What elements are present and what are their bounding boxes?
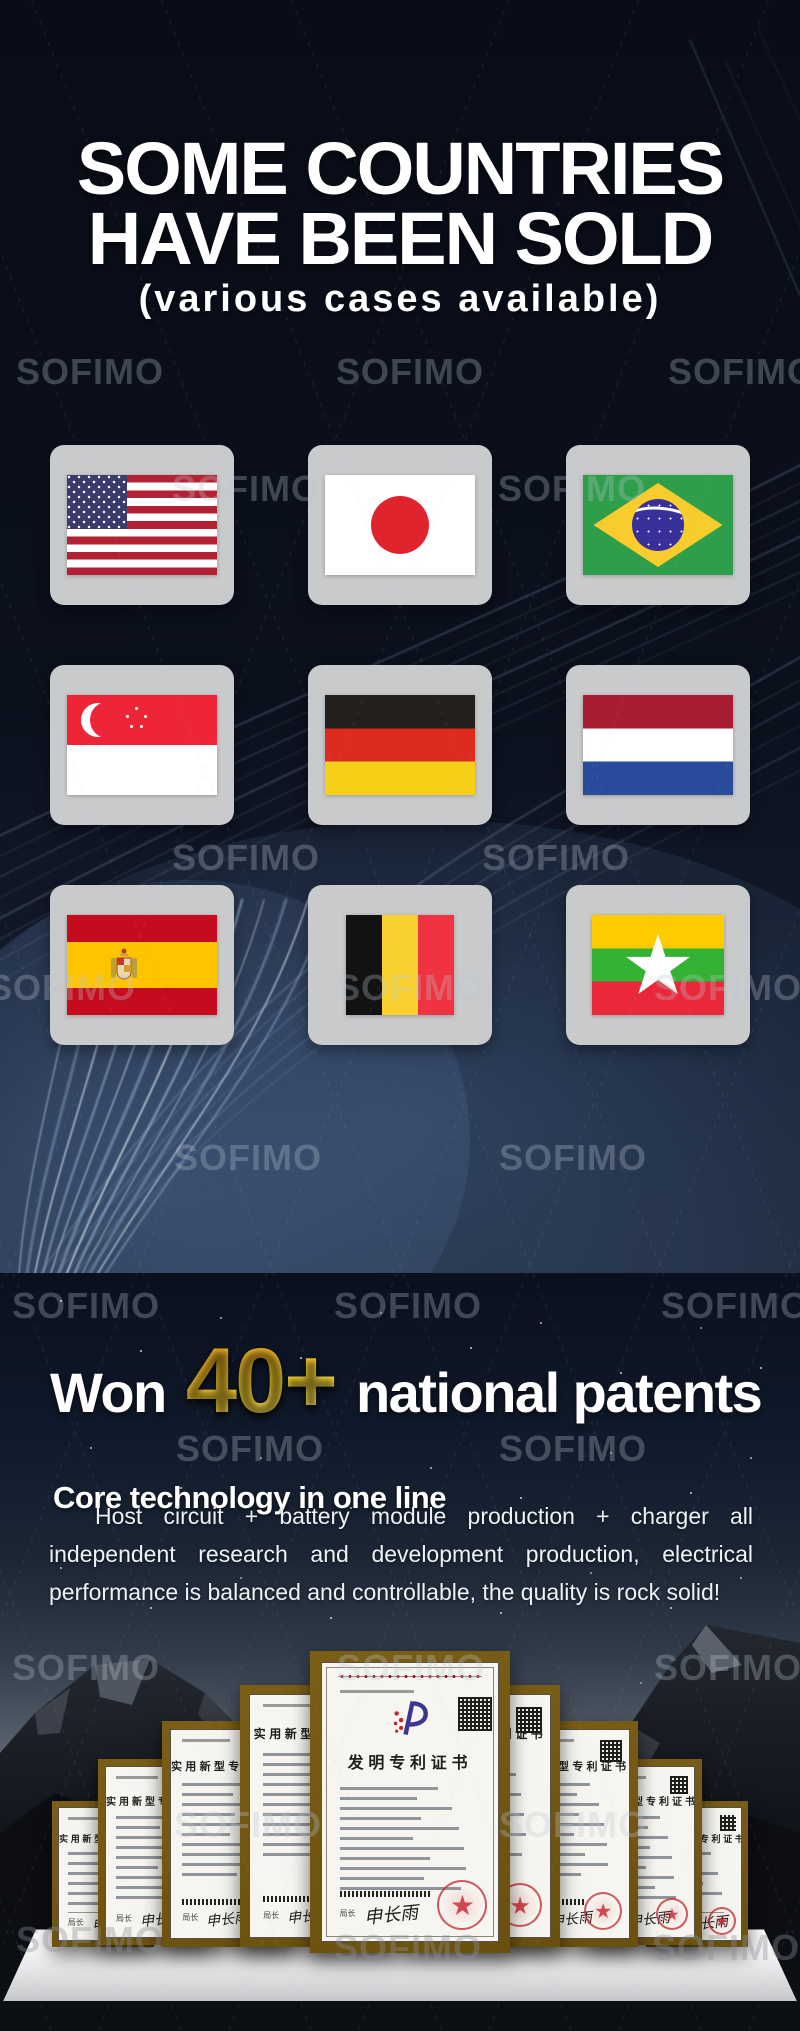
qr-code-icon [600, 1740, 623, 1763]
certificate-text-lines [322, 1773, 498, 1891]
brand-watermark: SOFIMO [16, 1919, 164, 1960]
patents-section: Won 40+ national patents Core technology… [0, 1273, 800, 2031]
brand-watermark: SOFIMO [499, 1804, 647, 1845]
brand-watermark: SOFIMO [498, 468, 646, 509]
qr-code-icon [719, 1814, 736, 1831]
ornament-band [337, 1672, 483, 1681]
patent-certificate-center: 发明专利证书 局长 申长雨 [310, 1651, 510, 1953]
page-title: SOME COUNTRIES HAVE BEEN SOLD [0, 131, 800, 275]
brazil-flag-icon [583, 475, 733, 575]
flag-card-singapore [50, 665, 234, 825]
brand-watermark: SOFIMO [654, 1647, 800, 1688]
red-seal-icon [437, 1879, 488, 1930]
red-seal-icon [656, 1898, 688, 1931]
qr-code-icon [670, 1775, 688, 1794]
brand-watermark: SOFIMO [334, 1285, 482, 1326]
qr-code-icon [516, 1707, 543, 1734]
flag-card-spain [50, 885, 234, 1045]
page-title-line1: SOME COUNTRIES [76, 126, 725, 210]
page-title-line2: HAVE BEEN SOLD [87, 196, 714, 280]
brand-watermark: SOFIMO [334, 1927, 482, 1968]
brand-watermark: SOFIMO [482, 837, 630, 878]
brand-watermark: SOFIMO [172, 837, 320, 878]
brand-watermark: SOFIMO [12, 1285, 160, 1326]
brand-watermark: SOFIMO [668, 351, 800, 392]
country-flag-grid [0, 445, 800, 1045]
brand-watermark: SOFIMO [654, 967, 800, 1008]
brand-watermark: SOFIMO [499, 1428, 647, 1469]
germany-flag-icon [325, 695, 475, 795]
sold-countries-section: SOME COUNTRIES HAVE BEEN SOLD (various ca… [0, 0, 800, 1273]
brand-watermark: SOFIMO [336, 351, 484, 392]
brand-watermark: SOFIMO [16, 351, 164, 392]
flag-card-germany [308, 665, 492, 825]
brand-watermark: SOFIMO [499, 1137, 647, 1178]
certificate-title: 发明专利证书 [347, 1753, 473, 1772]
brand-watermark: SOFIMO [337, 1647, 485, 1688]
barcode [339, 1890, 432, 1897]
signer-label: 局长 [339, 1908, 356, 1918]
patents-count: 40+ [180, 1330, 342, 1432]
myanmar-flag-icon [592, 915, 724, 1015]
qr-code-icon [458, 1697, 492, 1731]
brand-watermark: SOFIMO [174, 1137, 322, 1178]
usa-flag-icon [67, 475, 217, 575]
brand-watermark: SOFIMO [172, 468, 320, 509]
signer-label: 局长 [182, 1913, 199, 1923]
brand-watermark: SOFIMO [174, 1804, 322, 1845]
brand-watermark: SOFIMO [336, 967, 484, 1008]
brand-watermark: SOFIMO [652, 1927, 800, 1968]
barcode [182, 1898, 242, 1905]
patents-description: Host circuit + battery module production… [49, 1503, 753, 1605]
flag-card-brazil [566, 445, 750, 605]
star-field [60, 1300, 62, 1302]
brand-watermark: SOFIMO [0, 967, 136, 1008]
patents-headline-suffix: national patents [341, 1360, 763, 1424]
flag-card-netherlands [566, 665, 750, 825]
brand-watermark: SOFIMO [661, 1285, 800, 1326]
patents-subheading: Core technology in one line [53, 1480, 446, 1515]
spain-crest-icon [111, 948, 137, 980]
spain-flag-icon [67, 915, 217, 1015]
signature: 申长雨 [362, 1902, 419, 1929]
belgium-flag-icon [346, 915, 454, 1015]
singapore-flag-icon [67, 695, 217, 795]
patents-headline: Won 40+ national patents [50, 1329, 763, 1434]
brand-watermark: SOFIMO [176, 1428, 324, 1469]
patents-headline-prefix: Won [50, 1360, 180, 1424]
netherlands-flag-icon [583, 695, 733, 795]
flag-card-myanmar [566, 885, 750, 1045]
cnipa-logo-icon [393, 1701, 428, 1736]
page-subtitle: (various cases available) [138, 278, 662, 320]
signer-label: 局长 [263, 1911, 280, 1921]
flag-card-belgium [308, 885, 492, 1045]
red-seal-icon [584, 1891, 623, 1930]
japan-flag-icon [325, 475, 475, 575]
flag-card-usa [50, 445, 234, 605]
brand-watermark: SOFIMO [12, 1647, 160, 1688]
flag-card-japan [308, 445, 492, 605]
